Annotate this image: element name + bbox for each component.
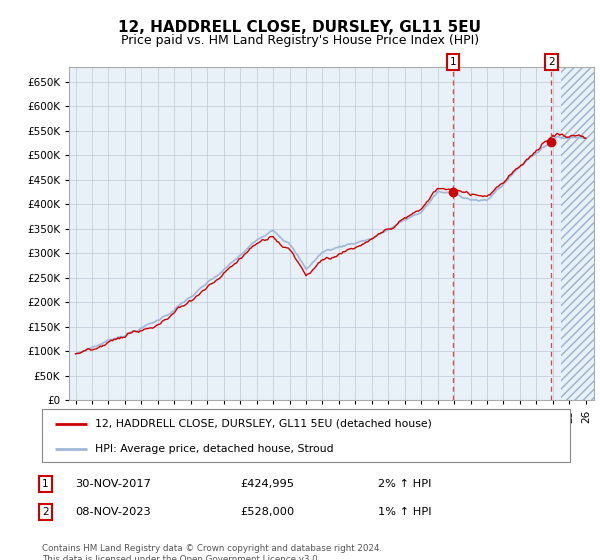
Bar <box>561 67 596 400</box>
FancyBboxPatch shape <box>42 409 570 462</box>
Text: 30-NOV-2017: 30-NOV-2017 <box>75 479 151 489</box>
Text: 1% ↑ HPI: 1% ↑ HPI <box>378 507 431 517</box>
Text: 08-NOV-2023: 08-NOV-2023 <box>75 507 151 517</box>
Text: HPI: Average price, detached house, Stroud: HPI: Average price, detached house, Stro… <box>95 444 334 454</box>
Text: Contains HM Land Registry data © Crown copyright and database right 2024.
This d: Contains HM Land Registry data © Crown c… <box>42 544 382 560</box>
Text: Price paid vs. HM Land Registry's House Price Index (HPI): Price paid vs. HM Land Registry's House … <box>121 34 479 46</box>
Text: 2: 2 <box>42 507 49 517</box>
Text: 2% ↑ HPI: 2% ↑ HPI <box>378 479 431 489</box>
Text: 2: 2 <box>548 57 555 67</box>
Text: 12, HADDRELL CLOSE, DURSLEY, GL11 5EU (detached house): 12, HADDRELL CLOSE, DURSLEY, GL11 5EU (d… <box>95 419 431 429</box>
Text: 1: 1 <box>42 479 49 489</box>
Text: £528,000: £528,000 <box>240 507 294 517</box>
Text: 1: 1 <box>449 57 456 67</box>
Text: 12, HADDRELL CLOSE, DURSLEY, GL11 5EU: 12, HADDRELL CLOSE, DURSLEY, GL11 5EU <box>119 20 482 35</box>
Text: £424,995: £424,995 <box>240 479 294 489</box>
Bar <box>561 58 596 400</box>
